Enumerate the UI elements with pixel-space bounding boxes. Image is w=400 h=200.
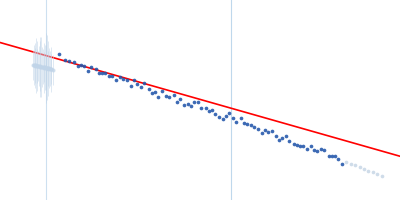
Point xyxy=(155,95,162,98)
Point xyxy=(180,104,187,107)
Point xyxy=(343,160,350,163)
Point xyxy=(241,121,247,124)
Point xyxy=(185,102,191,106)
Point xyxy=(75,64,82,68)
Point xyxy=(88,65,95,68)
Point xyxy=(102,71,109,74)
Point xyxy=(166,96,172,99)
Point xyxy=(233,120,240,123)
Point xyxy=(198,107,204,110)
Point xyxy=(116,76,123,79)
Point xyxy=(216,116,222,119)
Point xyxy=(265,131,271,134)
Point xyxy=(329,154,335,157)
Point xyxy=(247,124,254,127)
Point xyxy=(321,149,328,152)
Point xyxy=(348,162,354,165)
Point xyxy=(66,60,73,63)
Point xyxy=(152,90,158,93)
Point xyxy=(191,100,198,103)
Point xyxy=(361,167,367,170)
Point xyxy=(78,64,84,67)
Point xyxy=(273,135,279,138)
Point xyxy=(311,149,318,152)
Point xyxy=(262,128,268,132)
Point xyxy=(318,148,324,151)
Point xyxy=(177,97,184,100)
Point xyxy=(308,144,314,147)
Point xyxy=(378,174,385,177)
Point xyxy=(202,106,209,109)
Point xyxy=(141,81,147,85)
Point xyxy=(356,165,363,169)
Point xyxy=(352,164,358,167)
Point xyxy=(138,85,144,88)
Point xyxy=(71,61,77,64)
Point xyxy=(145,87,152,90)
Point xyxy=(258,131,265,134)
Point xyxy=(230,117,236,120)
Point xyxy=(238,117,244,120)
Point xyxy=(304,148,310,151)
Point xyxy=(85,69,91,73)
Point xyxy=(226,112,233,115)
Point xyxy=(286,139,292,143)
Point xyxy=(251,126,257,129)
Point xyxy=(294,144,300,147)
Point xyxy=(134,83,140,86)
Point xyxy=(255,128,262,131)
Point xyxy=(113,79,120,82)
Point xyxy=(212,113,218,116)
Point xyxy=(209,109,215,112)
Point xyxy=(314,149,320,152)
Point xyxy=(300,145,306,148)
Point xyxy=(296,145,303,148)
Point xyxy=(268,130,275,133)
Point xyxy=(279,136,285,140)
Point xyxy=(128,84,134,87)
Point xyxy=(374,172,380,176)
Point xyxy=(244,123,250,126)
Point xyxy=(158,90,165,93)
Point xyxy=(276,139,282,142)
Point xyxy=(174,100,180,103)
Point xyxy=(282,134,289,137)
Point xyxy=(99,71,105,74)
Point xyxy=(365,169,372,172)
Point xyxy=(163,94,169,97)
Point xyxy=(188,105,194,108)
Point xyxy=(106,74,112,77)
Point xyxy=(123,79,130,82)
Point xyxy=(335,158,342,161)
Point xyxy=(56,53,62,56)
Point xyxy=(96,71,102,74)
Point xyxy=(195,101,201,104)
Point xyxy=(131,79,137,82)
Point xyxy=(170,94,177,97)
Point xyxy=(62,59,68,62)
Point xyxy=(148,91,155,94)
Point xyxy=(290,142,297,145)
Point xyxy=(120,78,126,81)
Point xyxy=(81,65,88,68)
Point xyxy=(332,154,338,158)
Point xyxy=(206,109,212,112)
Point xyxy=(339,162,345,165)
Point xyxy=(326,154,332,157)
Point xyxy=(370,171,376,174)
Point xyxy=(93,68,99,71)
Point xyxy=(223,114,230,118)
Point xyxy=(109,75,115,78)
Point xyxy=(220,118,226,121)
